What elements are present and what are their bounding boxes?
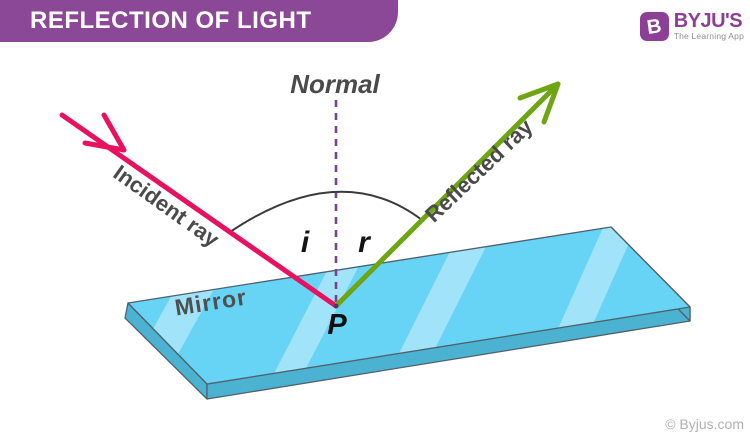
angle-of-reflection-label: r (358, 226, 372, 259)
angle-arc (229, 190, 423, 233)
title-banner: REFLECTION OF LIGHT (0, 0, 398, 42)
page-title: REFLECTION OF LIGHT (30, 7, 312, 34)
copyright-text: © Byjus.com (665, 416, 744, 432)
byjus-logo-icon: B (639, 12, 669, 41)
reflected-ray-label: Reflected ray (420, 113, 538, 227)
mirror-top-face (128, 227, 690, 384)
incident-ray-line (59, 112, 339, 309)
point-of-incidence-label: P (327, 309, 347, 341)
incident-ray-label: Incident ray (109, 160, 225, 253)
point-of-incidence-dot (333, 303, 339, 309)
byjus-tagline: The Learning App (673, 31, 744, 41)
angle-of-incidence-label: i (301, 226, 310, 259)
mirror-top-outline (127, 226, 691, 385)
byjus-brand-name: BYJU'S (673, 10, 743, 32)
byjus-logo-text: BYJU'S The Learning App (673, 10, 744, 41)
mirror-slab (124, 226, 691, 400)
reflected-ray-line (333, 81, 561, 309)
incident-ray-arrowhead (82, 112, 127, 153)
byjus-logo: B BYJU'S The Learning App (639, 10, 744, 41)
normal-label: Normal (290, 69, 380, 99)
reflected-ray-arrowhead (517, 81, 561, 125)
byjus-logo-letter: B (645, 14, 663, 39)
